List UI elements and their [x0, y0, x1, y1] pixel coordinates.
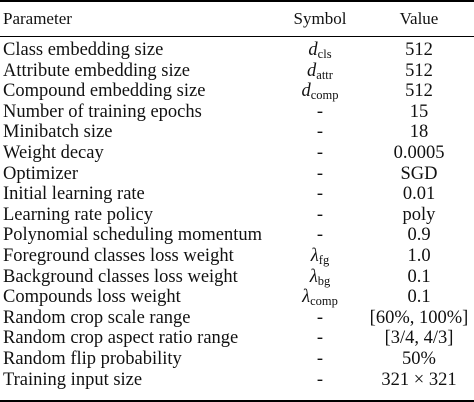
top-rule	[0, 0, 474, 2]
value-cell: 512	[405, 81, 433, 102]
symbol-cell: -	[276, 143, 364, 164]
table-row: Optimizer - SGD	[0, 164, 474, 185]
symbol-subscript: bg	[317, 273, 331, 288]
table-row: Random crop aspect ratio range - [3/4, 4/3…	[0, 328, 474, 349]
symbol-subscript: fg	[318, 253, 330, 267]
symbol-subscript: attr	[316, 67, 333, 82]
value-cell: 50%	[402, 349, 436, 369]
table-row: Training input size - 321 × 321	[0, 370, 474, 391]
table-row: Weight decay - 0.0005	[0, 143, 474, 164]
symbol-cell: -	[276, 205, 364, 226]
value-cell: [3/4, 4/3]	[384, 328, 454, 349]
symbol-cell: -	[276, 225, 364, 246]
value-cell: 321 × 321	[381, 369, 457, 390]
header-rule	[0, 36, 474, 37]
table-row: Foreground classes loss weight λfg 1.0	[0, 246, 474, 267]
parameter-cell: Minibatch size	[3, 122, 113, 143]
symbol-main: -	[316, 307, 324, 328]
value-cell: 0.01	[402, 184, 436, 205]
header-value: Value	[399, 9, 439, 28]
symbol-cell: λbg	[276, 267, 364, 288]
symbol-main: -	[316, 328, 324, 349]
table-header-row: Parameter Symbol Value	[0, 6, 474, 32]
parameter-cell: Polynomial scheduling momentum	[3, 225, 262, 246]
parameter-cell: Random crop scale range	[3, 307, 191, 328]
symbol-cell: -	[276, 349, 364, 370]
value-cell: 0.0005	[393, 143, 445, 163]
symbol-main: -	[316, 225, 324, 246]
parameter-cell: Attribute embedding size	[3, 60, 191, 81]
header-parameter: Parameter	[3, 9, 72, 28]
symbol-main: d	[308, 40, 318, 60]
header-symbol: Symbol	[293, 9, 347, 28]
parameter-cell: Compound embedding size	[3, 81, 206, 102]
symbol-main: d	[301, 81, 311, 102]
symbol-cell: -	[276, 308, 364, 329]
value-cell: 1.0	[407, 246, 431, 266]
bottom-rule	[0, 400, 474, 402]
symbol-main: -	[316, 143, 324, 163]
symbol-main: λ	[302, 287, 311, 308]
symbol-cell: dcls	[276, 40, 364, 61]
parameter-cell: Optimizer	[3, 163, 79, 184]
table-row: Minibatch size - 18	[0, 122, 474, 143]
parameter-cell: Foreground classes loss weight	[3, 246, 234, 266]
table-row: Number of training epochs - 15	[0, 102, 474, 123]
value-cell: 0.1	[407, 287, 431, 308]
value-cell: 512	[405, 60, 433, 81]
value-cell: [60%, 100%]	[369, 307, 469, 328]
table-row: Random crop scale range - [60%, 100%]	[0, 308, 474, 329]
table-row: Compounds loss weight λcomp 0.1	[0, 287, 474, 308]
symbol-cell: -	[276, 122, 364, 143]
symbol-main: -	[316, 349, 324, 369]
parameter-cell: Weight decay	[3, 143, 104, 163]
value-cell: 512	[405, 40, 433, 60]
symbol-cell: -	[276, 164, 364, 185]
symbol-cell: dattr	[276, 61, 364, 82]
symbol-main: -	[316, 184, 324, 205]
value-cell: SGD	[400, 163, 438, 184]
symbol-cell: λfg	[276, 246, 364, 267]
symbol-main: -	[316, 163, 324, 184]
table-row: Class embedding size dcls 512	[0, 40, 474, 61]
value-cell: poly	[402, 204, 436, 225]
symbol-main: λ	[310, 246, 319, 266]
parameter-cell: Training input size	[3, 369, 143, 390]
parameter-cell: Background classes loss weight	[3, 266, 238, 287]
table-row: Attribute embedding size dattr 512	[0, 61, 474, 82]
table-row: Initial learning rate - 0.01	[0, 184, 474, 205]
symbol-subscript: comp	[310, 294, 338, 309]
table-row: Compound embedding size dcomp 512	[0, 81, 474, 102]
symbol-subscript: comp	[310, 88, 339, 103]
symbol-main: -	[316, 122, 324, 143]
symbol-cell: -	[276, 328, 364, 349]
symbol-cell: λcomp	[276, 287, 364, 308]
symbol-main: -	[316, 369, 324, 390]
value-cell: 0.9	[407, 225, 431, 246]
table-row: Learning rate policy - poly	[0, 205, 474, 226]
symbol-cell: dcomp	[276, 81, 364, 102]
symbol-main: -	[316, 101, 324, 122]
parameter-cell: Compounds loss weight	[3, 287, 181, 308]
value-cell: 15	[409, 101, 429, 122]
parameter-cell: Learning rate policy	[3, 204, 153, 225]
table-row: Random flip probability - 50%	[0, 349, 474, 370]
parameter-cell: Random flip probability	[3, 349, 182, 369]
symbol-cell: -	[276, 370, 364, 391]
parameter-cell: Number of training epochs	[3, 101, 202, 122]
symbol-main: d	[307, 60, 317, 81]
table-row: Background classes loss weight λbg 0.1	[0, 267, 474, 288]
value-cell: 0.1	[407, 266, 431, 287]
parameter-cell: Random crop aspect ratio range	[3, 328, 239, 349]
table-row: Polynomial scheduling momentum - 0.9	[0, 225, 474, 246]
symbol-main: -	[316, 204, 324, 225]
symbol-cell: -	[276, 184, 364, 205]
parameter-cell: Initial learning rate	[3, 184, 145, 205]
parameter-cell: Class embedding size	[3, 40, 164, 60]
value-cell: 18	[409, 122, 429, 143]
symbol-subscript: cls	[317, 47, 332, 61]
symbol-main: λ	[309, 266, 318, 287]
symbol-cell: -	[276, 102, 364, 123]
